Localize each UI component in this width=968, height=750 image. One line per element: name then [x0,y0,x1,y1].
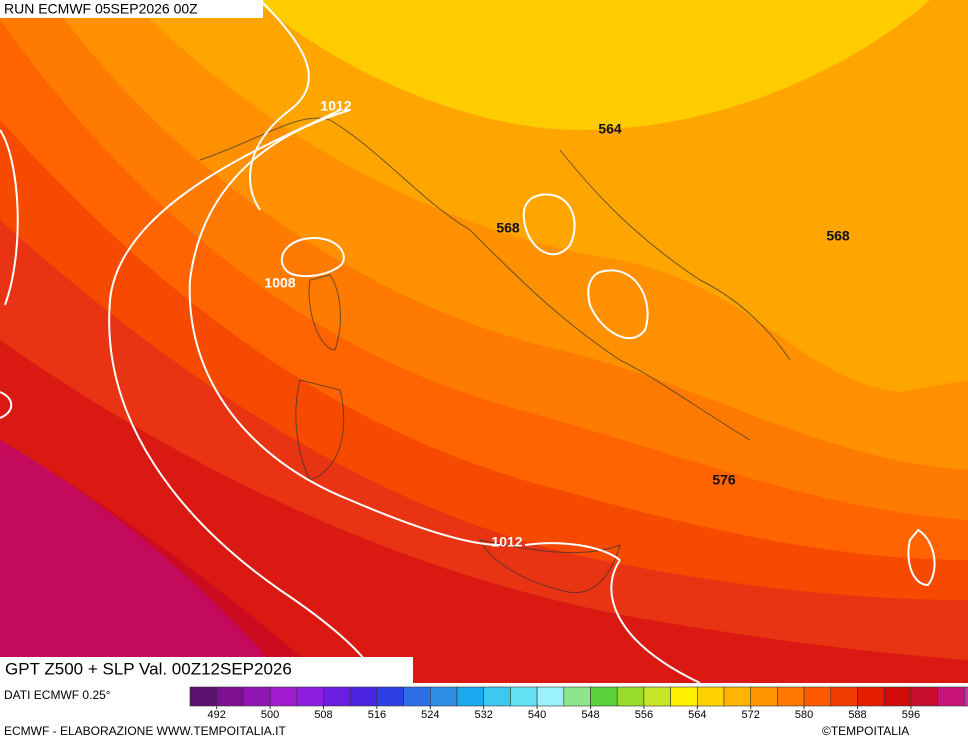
legend-swatch [563,686,591,707]
copyright: ©TEMPOITALIA [822,724,909,738]
legend-swatch [803,686,832,707]
legend-tick-label: 572 [742,709,760,721]
color-legend: 492 500 508 516 524 532 540 548 556 564 572 580 588 5… [189,686,968,721]
legend-tick-label: 580 [795,709,813,721]
legend-tick-label: 540 [528,709,546,721]
legend-swatch [243,686,271,707]
legend-swatch [323,686,351,707]
legend-swatch [429,686,458,707]
legend-swatch [403,686,431,707]
contour-label: 1012 [320,98,351,114]
legend-swatch [723,686,752,707]
legend-swatch [216,686,244,707]
legend-tick-label: 500 [261,709,279,721]
legend-swatch [750,686,778,707]
legend-swatch [857,686,885,707]
contour-label: 1012 [491,534,522,550]
contour-label: 1008 [264,275,295,291]
legend-tick-label: 508 [314,709,332,721]
legend-swatch [376,686,404,707]
legend-swatch [349,686,378,707]
legend-tick-label: 556 [635,709,653,721]
source: DATI ECMWF 0.25° [4,688,111,702]
legend-swatch [696,686,725,707]
legend-swatch [189,686,218,707]
legend-swatch [483,686,511,707]
legend-tick-label: 492 [208,709,226,721]
legend-tick-label: 596 [902,709,920,721]
contour-label: 568 [826,228,850,244]
legend-tick-label: 548 [581,709,599,721]
header-box [0,0,263,18]
contour-label: 576 [712,472,736,488]
legend-tick-label: 524 [421,709,439,721]
legend-swatch [456,686,485,707]
legend-swatch [616,686,645,707]
legend-swatch [777,686,805,707]
credit: ECMWF - ELABORAZIONE WWW.TEMPOITALIA.IT [4,724,286,738]
legend-swatch [830,686,858,707]
legend-swatch [590,686,618,707]
legend-swatch [296,686,324,707]
run-label: RUN ECMWF 05SEP2026 00Z [4,1,198,17]
legend-swatch [937,686,965,707]
legend-tick-label: 532 [475,709,493,721]
legend-tick-label: 516 [368,709,386,721]
map-title: GPT Z500 + SLP Val. 00Z12SEP2026 [5,659,292,678]
map: 1012 564 568 1008 568 576 1012 [0,0,968,684]
legend-swatch [536,686,565,707]
title-box [0,657,413,683]
legend-tick-label: 564 [688,709,706,721]
legend-swatch [269,686,298,707]
contour-label: 568 [496,220,520,236]
legend-tick-label: 588 [848,709,866,721]
contour-label: 564 [598,121,622,137]
legend-swatch [670,686,698,707]
legend-swatch [910,686,938,707]
legend-swatch [510,686,538,707]
legend-swatch [883,686,912,707]
legend-swatch [963,686,968,707]
legend-swatch [643,686,671,707]
